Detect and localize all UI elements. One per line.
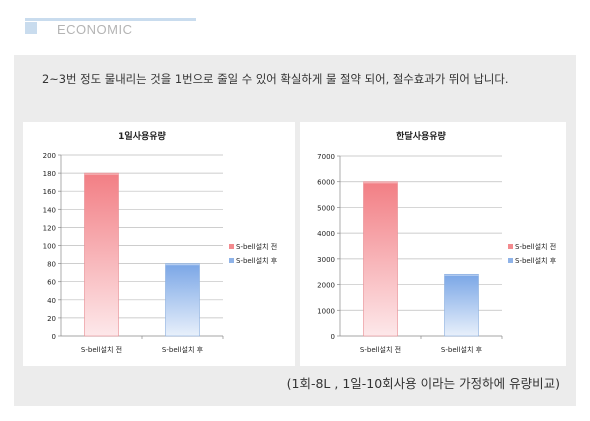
bar-before (84, 172, 119, 337)
x-tick-label: S-bell설치 전 (360, 345, 401, 354)
y-tick-label: 5000 (317, 204, 335, 212)
bar-before (363, 181, 398, 337)
legend-label: S-bell설치 후 (236, 256, 278, 265)
y-tick-label: 0 (331, 333, 335, 341)
y-tick-label: 4000 (317, 230, 335, 238)
bar-after (444, 273, 479, 337)
x-tick-label: S-bell설치 후 (162, 345, 204, 354)
legend-swatch (508, 244, 513, 249)
y-tick-label: 1000 (317, 307, 335, 315)
chart-daily-usage: 1일사용유량 0 20 40 60 80 100 120 140 160 180 200 S-bell설… (23, 122, 295, 366)
y-tick-label: 3000 (317, 256, 335, 264)
y-tick-label: 120 (43, 224, 56, 232)
y-tick-label: 80 (47, 261, 56, 269)
y-tick-label: 100 (43, 243, 56, 251)
y-tick-label: 60 (47, 279, 56, 287)
chart-daily-svg: 1일사용유량 0 20 40 60 80 100 120 140 160 180 200 S-bell설… (43, 130, 278, 354)
section-title: ECONOMIC (57, 22, 133, 37)
legend-label: S-bell설치 전 (515, 242, 556, 251)
x-tick-label: S-bell설치 전 (81, 345, 122, 354)
legend-label: S-bell설치 전 (236, 242, 277, 251)
x-tick-label: S-bell설치 후 (441, 345, 483, 354)
y-tick-label: 7000 (317, 153, 335, 161)
y-tick-label: 200 (43, 152, 56, 160)
header-block (25, 22, 37, 34)
bar-after (165, 263, 200, 337)
description-text: 2~3번 정도 물내리는 것을 1번으로 줄일 수 있어 확실하게 물 절약 되… (42, 72, 509, 86)
legend-swatch (229, 244, 234, 249)
chart-monthly-usage: 한달사용유량 0 1000 2000 3000 4000 5000 6000 7000 S-bel… (300, 122, 566, 366)
y-tick-label: 140 (43, 206, 56, 214)
y-tick-label: 2000 (317, 282, 335, 290)
y-tick-label: 40 (47, 297, 56, 305)
header-underline (25, 18, 196, 21)
chart-monthly-svg: 한달사용유량 0 1000 2000 3000 4000 5000 6000 7000 S-bel… (317, 130, 557, 354)
content-panel: 2~3번 정도 물내리는 것을 1번으로 줄일 수 있어 확실하게 물 절약 되… (14, 55, 576, 406)
comparison-caption: (1회-8L , 1일-10회사용 이라는 가정하에 유량비교) (286, 376, 560, 391)
y-tick-label: 20 (47, 315, 56, 323)
legend-swatch (508, 258, 513, 263)
legend-swatch (229, 258, 234, 263)
chart-title: 1일사용유량 (118, 130, 166, 142)
y-tick-label: 6000 (317, 179, 335, 187)
y-tick-label: 180 (43, 170, 56, 178)
y-tick-label: 0 (52, 333, 56, 341)
chart-title: 한달사용유량 (396, 130, 446, 142)
y-tick-label: 160 (43, 188, 56, 196)
legend-label: S-bell설치 후 (515, 256, 557, 265)
